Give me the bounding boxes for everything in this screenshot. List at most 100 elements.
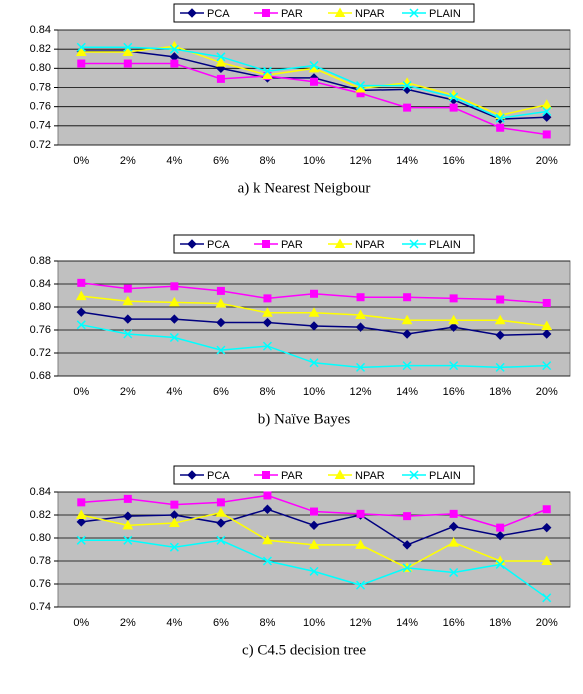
data-point bbox=[122, 295, 134, 306]
x-tick-label: 12% bbox=[350, 617, 372, 629]
y-tick-label: 0.76 bbox=[30, 578, 51, 590]
data-point bbox=[76, 42, 86, 52]
data-point bbox=[356, 362, 366, 372]
data-point bbox=[170, 500, 179, 509]
x-tick-label: 16% bbox=[443, 386, 465, 398]
data-point bbox=[262, 341, 272, 351]
data-point bbox=[403, 512, 412, 521]
data-point bbox=[216, 345, 226, 355]
data-point bbox=[495, 113, 505, 123]
y-tick-label: 0.84 bbox=[30, 24, 51, 36]
data-point bbox=[542, 112, 552, 122]
data-point bbox=[123, 494, 132, 503]
legend-box bbox=[173, 234, 475, 254]
legend-marker bbox=[334, 469, 346, 479]
data-point bbox=[122, 519, 134, 530]
data-point bbox=[263, 294, 272, 303]
x-tick-label: 8% bbox=[260, 617, 276, 629]
data-point bbox=[308, 539, 320, 549]
legend-marker bbox=[187, 8, 197, 18]
data-point bbox=[169, 517, 180, 528]
data-point bbox=[542, 329, 552, 339]
x-tick-label: 6% bbox=[213, 155, 229, 167]
x-tick-label: 4% bbox=[166, 155, 182, 167]
data-point bbox=[356, 293, 365, 302]
legend-label: NPAR bbox=[355, 8, 385, 20]
data-point bbox=[449, 294, 458, 303]
x-tick-label: 6% bbox=[213, 617, 229, 629]
y-tick-label: 0.68 bbox=[30, 370, 51, 382]
data-point bbox=[170, 59, 179, 68]
data-point bbox=[309, 321, 319, 331]
data-point bbox=[449, 509, 458, 518]
data-point bbox=[262, 534, 273, 545]
data-point bbox=[402, 540, 412, 550]
caption: c) C4.5 decision tree bbox=[242, 642, 366, 658]
y-tick-label: 0.80 bbox=[30, 301, 51, 313]
data-point bbox=[216, 498, 225, 507]
x-tick-label: 18% bbox=[489, 155, 511, 167]
data-point bbox=[495, 362, 505, 372]
legend-label: PCA bbox=[207, 8, 230, 20]
legend-marker bbox=[334, 7, 346, 17]
data-point bbox=[449, 92, 459, 102]
x-tick-label: 8% bbox=[260, 386, 276, 398]
data-point bbox=[216, 286, 225, 295]
data-point bbox=[495, 530, 505, 541]
legend-label: PLAIN bbox=[429, 239, 461, 251]
legend-marker bbox=[262, 240, 270, 248]
legend-box bbox=[173, 3, 475, 23]
data-point bbox=[122, 46, 134, 57]
data-point bbox=[310, 507, 318, 516]
data-point bbox=[496, 123, 505, 132]
data-point bbox=[356, 81, 366, 91]
x-tick-label: 2% bbox=[120, 155, 136, 167]
data-point bbox=[309, 358, 319, 368]
x-tick-label: 14% bbox=[396, 617, 418, 629]
x-tick-label: 4% bbox=[166, 617, 182, 629]
data-point bbox=[75, 509, 87, 519]
y-tick-label: 0.84 bbox=[30, 278, 51, 290]
data-point bbox=[448, 314, 459, 325]
data-point bbox=[169, 542, 179, 552]
x-tick-label: 2% bbox=[120, 386, 136, 398]
y-tick-label: 0.78 bbox=[30, 555, 51, 567]
x-tick-label: 18% bbox=[489, 617, 511, 629]
data-point bbox=[123, 535, 133, 545]
legend-label: PLAIN bbox=[429, 8, 461, 20]
data-point bbox=[216, 317, 226, 328]
y-tick-label: 0.88 bbox=[30, 255, 51, 267]
x-tick-label: 12% bbox=[350, 386, 372, 398]
x-tick-label: 2% bbox=[120, 617, 136, 629]
data-point bbox=[216, 74, 225, 83]
data-point bbox=[75, 290, 87, 301]
data-point bbox=[449, 567, 459, 578]
data-point bbox=[355, 539, 366, 549]
x-tick-label: 20% bbox=[536, 155, 558, 167]
data-point bbox=[309, 60, 319, 70]
data-point bbox=[77, 59, 86, 68]
y-tick-label: 0.76 bbox=[30, 324, 51, 336]
legend-marker bbox=[262, 9, 270, 17]
data-point bbox=[542, 522, 552, 533]
data-point bbox=[541, 99, 553, 109]
y-tick-label: 0.80 bbox=[30, 62, 51, 74]
data-point bbox=[309, 520, 319, 531]
data-point bbox=[402, 563, 412, 573]
y-tick-label: 0.82 bbox=[30, 43, 51, 55]
x-tick-label: 10% bbox=[303, 155, 325, 167]
legend-label: PCA bbox=[207, 239, 230, 251]
data-point bbox=[355, 322, 366, 332]
data-point bbox=[496, 523, 505, 532]
data-point bbox=[123, 314, 133, 324]
data-point bbox=[216, 52, 226, 62]
data-point bbox=[216, 535, 226, 545]
data-point bbox=[310, 77, 318, 86]
data-point bbox=[263, 491, 272, 500]
caption: b) Naïve Bayes bbox=[258, 411, 351, 427]
x-tick-label: 16% bbox=[443, 155, 465, 167]
y-tick-label: 0.76 bbox=[30, 101, 51, 113]
x-tick-label: 14% bbox=[396, 155, 418, 167]
data-point bbox=[169, 296, 180, 307]
